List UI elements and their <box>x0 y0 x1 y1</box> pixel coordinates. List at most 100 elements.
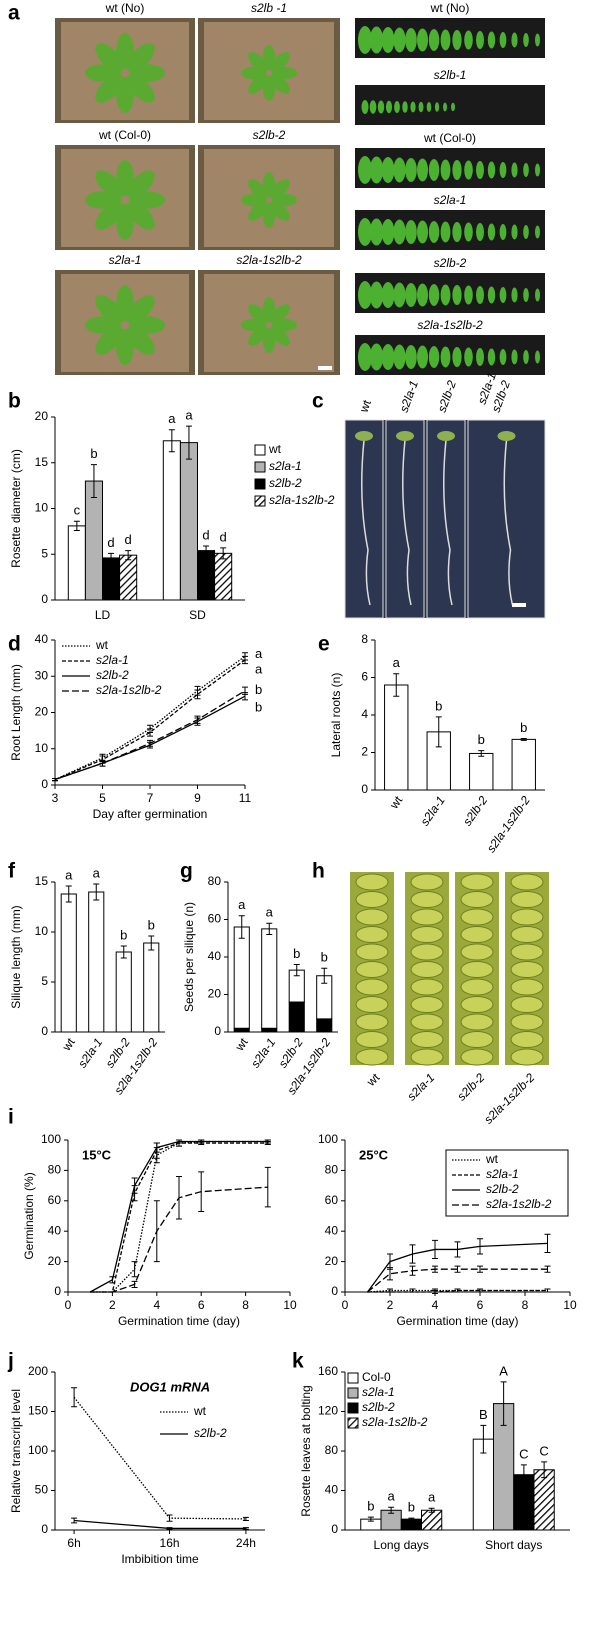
y-tick-label: 0 <box>214 1024 221 1038</box>
leaf <box>487 31 496 49</box>
x-tick-label: Short days <box>485 1538 542 1552</box>
leaf <box>511 287 518 303</box>
y-tick-label: 0 <box>331 1284 338 1298</box>
panel-label: g <box>180 860 193 883</box>
x-tick-label: s2la-1s2lb-2 <box>484 793 533 855</box>
leaf <box>393 344 406 370</box>
x-tick-label: 2 <box>109 1298 116 1312</box>
seedling <box>437 431 455 441</box>
y-tick-label: 20 <box>208 987 222 1001</box>
error-bar <box>387 1267 393 1281</box>
y-tick-label: 30 <box>35 668 49 682</box>
leaf <box>487 223 496 241</box>
x-tick-label: LD <box>95 608 111 622</box>
x-axis-label: Day after germination <box>93 807 208 821</box>
x-tick-label: 8 <box>522 1298 529 1312</box>
error-bar <box>153 1142 160 1153</box>
significance-letter: C <box>539 1443 548 1458</box>
significance-letter: a <box>238 897 246 912</box>
seed <box>510 961 544 978</box>
y-axis-label: Root Length (mm) <box>9 664 23 761</box>
error-bar <box>454 1241 461 1258</box>
y-tick-label: 5 <box>41 974 48 988</box>
y-tick-label: 40 <box>35 632 49 646</box>
error-bar <box>147 739 153 747</box>
leaf <box>428 346 440 368</box>
seed <box>460 978 494 996</box>
leaf <box>523 225 529 239</box>
significance-letter: b <box>478 732 485 747</box>
leaf <box>405 220 417 244</box>
leaf <box>443 102 447 112</box>
y-axis-label: Lateral roots (n) <box>329 673 343 758</box>
y-tick-label: 20 <box>48 1254 62 1268</box>
leaf <box>452 285 462 305</box>
y-tick-label: 2 <box>361 745 368 759</box>
seed <box>355 1031 389 1048</box>
y-axis-label: Germination (%) <box>22 1172 36 1259</box>
seed <box>460 926 494 943</box>
bar <box>511 738 536 791</box>
leaf <box>269 73 290 94</box>
significance-letter: c <box>74 503 81 518</box>
y-tick-label: 5 <box>41 546 48 560</box>
leaf <box>394 101 400 113</box>
annotation: 15°C <box>82 1147 112 1162</box>
root <box>503 439 514 606</box>
leaf <box>405 283 417 307</box>
pot <box>204 149 334 247</box>
error-bar <box>148 935 155 951</box>
error-bar <box>242 655 248 665</box>
seed <box>510 1048 544 1066</box>
y-tick-label: 80 <box>48 1163 62 1177</box>
seed <box>460 1048 494 1066</box>
bar-segment <box>261 928 278 1029</box>
error-bar <box>432 1239 438 1260</box>
x-tick-label: 6h <box>67 1536 80 1550</box>
bar-segment <box>288 1001 305 1033</box>
leaf <box>381 282 395 308</box>
leaf <box>464 285 473 305</box>
y-tick-label: 200 <box>28 1364 48 1378</box>
leaf <box>393 157 406 183</box>
y-tick-label: 40 <box>208 949 222 963</box>
significance-letter: b <box>255 682 262 697</box>
x-tick-label: Long days <box>374 1538 429 1552</box>
pot <box>204 22 334 120</box>
legend-label: s2lb-2 <box>96 668 129 682</box>
x-tick-label: wt <box>59 1035 78 1054</box>
legend-label: wt <box>268 442 282 456</box>
panel-label: e <box>318 633 330 656</box>
seed <box>410 926 444 943</box>
significance-letter: d <box>125 532 132 547</box>
leaf <box>476 223 484 241</box>
error-bar <box>388 1506 395 1514</box>
panel-label: k <box>292 1350 304 1373</box>
error-bar <box>73 520 80 531</box>
photo-label: s2lb-2 <box>253 128 286 142</box>
leaf <box>476 348 484 366</box>
error-bar <box>65 885 72 903</box>
leaf <box>126 170 155 199</box>
seed <box>510 926 544 943</box>
leaf <box>499 162 507 178</box>
error-bar <box>428 1507 435 1513</box>
leaf <box>428 284 440 306</box>
leaf <box>358 281 372 309</box>
leaf <box>523 33 529 47</box>
seed <box>410 1013 444 1031</box>
significance-letter: d <box>202 527 209 542</box>
x-tick-label: 9 <box>194 791 201 805</box>
leaf <box>358 343 372 371</box>
significance-letter: b <box>408 1500 415 1515</box>
legend-label: s2lb-2 <box>194 1426 227 1440</box>
significance-letter: b <box>255 700 262 715</box>
y-tick-label: 15 <box>35 455 49 469</box>
y-tick-label: 120 <box>318 1404 338 1418</box>
seed <box>410 1031 444 1048</box>
bar <box>469 752 494 791</box>
error-bar <box>454 1288 461 1293</box>
photo-label: wt (No) <box>430 1 470 15</box>
bar <box>84 480 104 601</box>
error-bar <box>166 1527 173 1530</box>
